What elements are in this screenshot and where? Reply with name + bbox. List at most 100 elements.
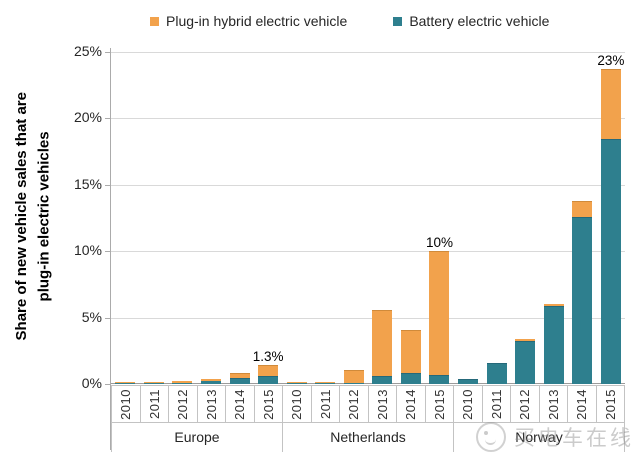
phev-segment — [115, 382, 136, 384]
phev-segment — [400, 330, 421, 374]
phev-segment — [343, 370, 364, 383]
phev-segment — [229, 372, 250, 378]
bar-slot-europe-2015: 1.3% — [252, 52, 284, 384]
stacked-bar — [543, 304, 564, 384]
phev-segment — [600, 68, 621, 139]
y-tick-mark-25% — [105, 52, 110, 53]
bev-segment — [372, 376, 393, 384]
bar-slot-netherlands-2015: 10% — [425, 52, 454, 384]
y-tick-label-20%: 20% — [73, 109, 102, 126]
bev-segment — [286, 383, 307, 384]
stacked-bar — [286, 382, 307, 384]
stacked-bar — [343, 370, 364, 384]
bev-segment — [343, 382, 364, 384]
phev-segment — [515, 339, 536, 342]
bev-segment — [143, 383, 164, 384]
year-label: 2013 — [374, 388, 390, 420]
phev-segment — [572, 201, 593, 217]
bar-slot-netherlands-2013 — [368, 52, 397, 384]
bar-slot-norway-2010 — [454, 52, 483, 384]
year-label-cell: 2011 — [139, 385, 169, 423]
year-label: 2015 — [431, 388, 447, 420]
y-tick-mark-20% — [105, 118, 110, 120]
year-label: 2011 — [317, 389, 333, 419]
bar-slot-europe-2013 — [197, 52, 226, 384]
plot-area: 1.3% 10% 23% — [111, 52, 625, 384]
year-label: 2015 — [260, 388, 276, 420]
stacked-bar — [115, 382, 136, 384]
phev-segment — [172, 381, 193, 383]
year-label-cell: 2012 — [339, 385, 369, 423]
bar-slot-netherlands-2014 — [397, 52, 426, 384]
bar-slot-norway-2011 — [482, 52, 511, 384]
stacked-bar — [429, 250, 450, 384]
year-label: 2012 — [175, 388, 191, 420]
stacked-bar — [515, 339, 536, 384]
phev-segment — [315, 381, 336, 384]
group-label-europe: Europe — [111, 422, 282, 452]
bev-segment — [600, 138, 621, 384]
bar-slot-norway-2014 — [568, 52, 597, 384]
year-label-cell: 2013 — [367, 385, 397, 423]
bev-segment — [515, 341, 536, 384]
y-tick-mark-10% — [105, 251, 110, 253]
stacked-bar — [458, 379, 479, 384]
year-label: 2013 — [545, 388, 561, 420]
gridline-10 — [111, 251, 625, 253]
year-label: 2014 — [403, 388, 419, 420]
year-label-cell: 2015 — [595, 385, 625, 423]
bev-segment — [229, 377, 250, 384]
gridline-20 — [111, 118, 625, 120]
gridline-15 — [111, 184, 625, 186]
year-label-cell: 2015 — [424, 385, 454, 423]
bar-slot-netherlands-2011 — [311, 52, 340, 384]
bar-slot-netherlands-2012 — [340, 52, 369, 384]
year-label-cell: 2014 — [225, 385, 255, 423]
bev-segment — [458, 379, 479, 384]
bev-segment — [400, 373, 421, 384]
bev-swatch-icon — [393, 16, 403, 26]
bev-segment — [429, 375, 450, 384]
y-tick-label-0%: 0% — [81, 375, 102, 391]
stacked-bar — [172, 381, 193, 384]
bar-slot-europe-2014 — [225, 52, 254, 384]
stacked-bar — [572, 201, 593, 384]
year-label-cell: 2013 — [538, 385, 568, 423]
y-tick-mark-15% — [105, 184, 110, 186]
stacked-bar — [372, 310, 393, 384]
stacked-bar — [315, 381, 336, 384]
stacked-bar — [143, 382, 164, 384]
year-label: 2014 — [232, 388, 248, 420]
y-tick-label-5%: 5% — [81, 308, 102, 325]
phev-segment — [286, 382, 307, 384]
data-label-europe: 1.3% — [252, 348, 284, 364]
bev-segment — [543, 305, 564, 384]
year-label: 2010 — [289, 388, 305, 420]
bar-slot-europe-2011 — [140, 52, 169, 384]
y-tick-mark-0% — [105, 384, 110, 385]
data-label-netherlands: 10% — [425, 234, 453, 250]
data-label-norway: 23% — [597, 52, 625, 68]
legend-item-phev: Plug-in hybrid electric vehicle — [150, 13, 347, 29]
stacked-bar — [229, 372, 250, 384]
phev-segment — [200, 378, 221, 382]
year-label-cell: 2011 — [481, 385, 511, 423]
year-label-cell: 2010 — [111, 385, 141, 423]
stacked-bar — [400, 330, 421, 384]
year-label: 2011 — [146, 389, 162, 419]
year-label: 2015 — [602, 388, 618, 420]
year-label-cell: 2013 — [196, 385, 226, 423]
year-label: 2011 — [488, 389, 504, 419]
year-label: 2010 — [118, 388, 134, 420]
bev-segment — [258, 375, 279, 384]
bev-segment — [486, 363, 507, 384]
year-label: 2012 — [346, 388, 362, 420]
y-axis-line — [110, 48, 111, 450]
group-label-norway: Norway — [453, 422, 625, 452]
legend-label-bev: Battery electric vehicle — [409, 13, 550, 29]
y-tick-label-10%: 10% — [73, 242, 102, 259]
bar-slot-norway-2012 — [511, 52, 540, 384]
year-label-cell: 2012 — [510, 385, 540, 423]
bar-slot-norway-2015: 23% — [597, 52, 626, 384]
